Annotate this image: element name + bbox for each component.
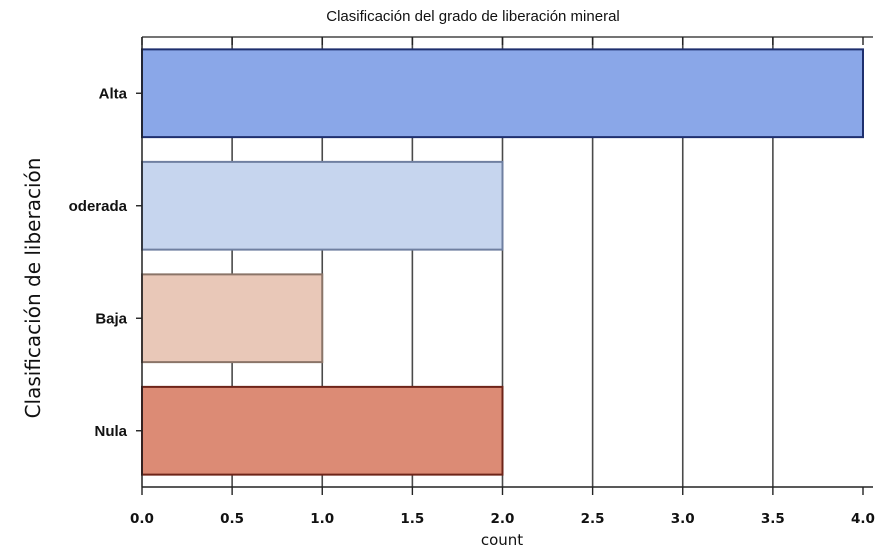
bar-nula bbox=[141, 385, 504, 476]
x-tick-label: 2.0 bbox=[491, 511, 515, 527]
x-tick-label: 3.5 bbox=[761, 511, 785, 527]
cats-layer: Alta oderada Baja Nula bbox=[69, 85, 142, 440]
bar-alta bbox=[141, 48, 864, 139]
bar-baja bbox=[141, 273, 324, 364]
category-label: Alta bbox=[99, 85, 128, 102]
x-tick-label: 0.5 bbox=[220, 511, 244, 527]
category-label: Baja bbox=[95, 310, 127, 327]
chart-title: Clasificación del grado de liberación mi… bbox=[326, 8, 620, 25]
x-tick-label: 0.0 bbox=[130, 511, 154, 527]
x-tick-label: 1.5 bbox=[400, 511, 424, 527]
category-label: Nula bbox=[94, 423, 127, 440]
x-tick-label: 3.0 bbox=[671, 511, 695, 527]
x-tick-label: 2.5 bbox=[581, 511, 605, 527]
bars-layer bbox=[141, 48, 864, 476]
y-axis-label: Clasificación de liberación bbox=[21, 158, 45, 419]
x-tick-label: 4.0 bbox=[851, 511, 875, 527]
frame-layer bbox=[141, 36, 873, 488]
ticks-layer: 0.0 0.5 1.0 1.5 2.0 2.5 3.0 3.5 4.0 bbox=[130, 37, 875, 527]
x-axis-label: count bbox=[481, 531, 523, 549]
category-label: oderada bbox=[69, 198, 128, 215]
x-tick-label: 1.0 bbox=[310, 511, 334, 527]
bar-oderada bbox=[141, 160, 504, 251]
